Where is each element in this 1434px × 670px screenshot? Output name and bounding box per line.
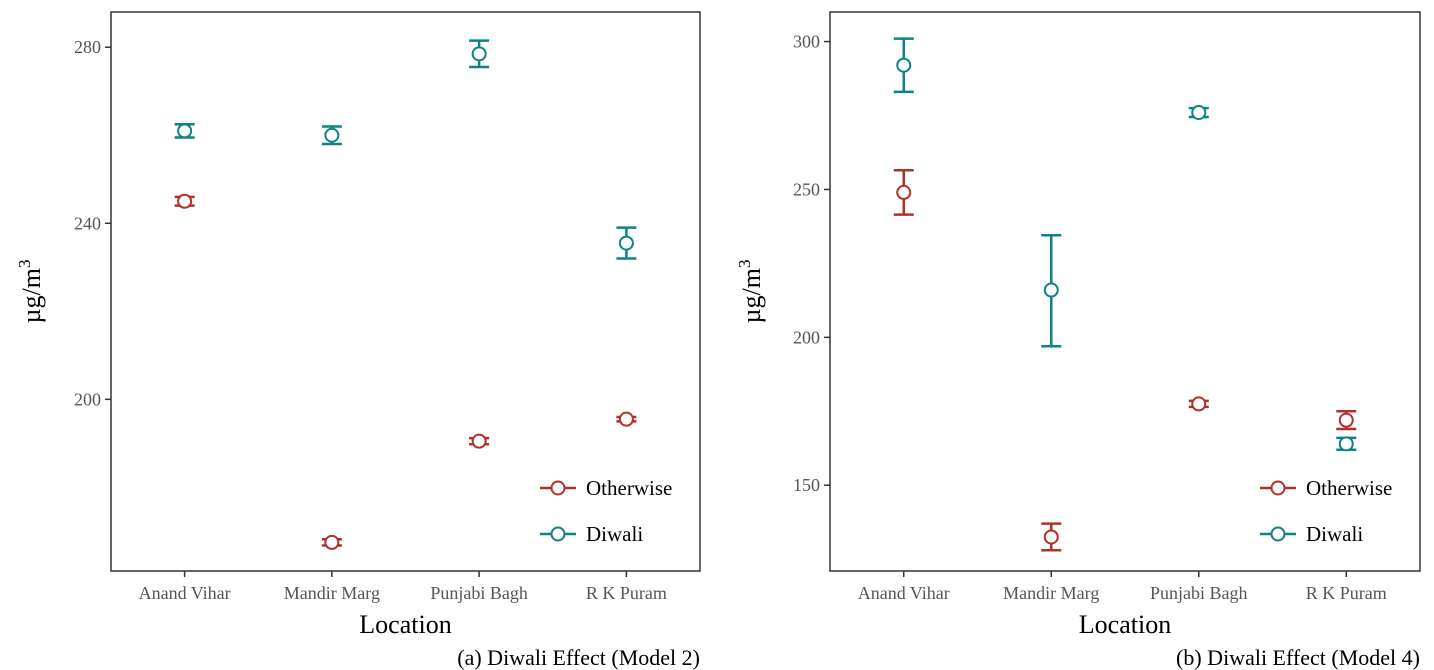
plot-frame (110, 11, 701, 572)
series-diwali (174, 39, 637, 260)
data-point (177, 193, 193, 209)
y-tick-label: 250 (793, 179, 820, 199)
series-diwali (893, 37, 1357, 452)
legend-label-otherwise: Otherwise (1306, 476, 1392, 500)
x-tick-label: Anand Vihar (858, 583, 950, 603)
x-tick-label: Punjabi Bagh (430, 583, 528, 603)
data-point (1191, 105, 1207, 121)
y-tick-label: 200 (74, 389, 101, 409)
y-axis-title-superscript: 3 (735, 260, 754, 269)
legend-key-marker (550, 480, 566, 496)
legend-label-otherwise: Otherwise (586, 476, 672, 500)
data-point (177, 123, 193, 139)
y-axis-title: µg/m3 (15, 260, 46, 324)
data-point (896, 57, 912, 73)
x-axis-title: Location (1079, 610, 1171, 639)
series-otherwise (893, 168, 1357, 552)
data-point (1191, 396, 1207, 412)
x-axis-title: Location (359, 610, 451, 639)
x-tick-label: R K Puram (586, 583, 667, 603)
x-tick-label: Mandir Marg (284, 583, 380, 603)
plot-frame (829, 11, 1421, 572)
data-point (618, 411, 634, 427)
y-tick-label: 150 (793, 475, 820, 495)
y-tick-label: 240 (74, 213, 101, 233)
legend-key-marker (550, 526, 566, 542)
x-tick-label: Punjabi Bagh (1150, 583, 1248, 603)
data-point (896, 184, 912, 200)
y-tick-label: 200 (793, 327, 820, 347)
data-point (1043, 529, 1059, 545)
figure-caption: (a) Diwali Effect (Model 2) (457, 645, 700, 670)
data-point (618, 235, 634, 251)
data-point (324, 127, 340, 143)
legend-label-diwali: Diwali (586, 522, 643, 546)
data-point (1043, 282, 1059, 298)
panel-a: 200 240 280 Anand Vihar Mandir Marg Punjabi B… (15, 11, 701, 670)
panel-b: 150 200 250 300 Anand Vihar Mandir Marg Punjab… (735, 11, 1421, 670)
x-tick-label: Anand Vihar (139, 583, 231, 603)
legend-key-marker (1270, 480, 1286, 496)
x-tick-label: R K Puram (1306, 583, 1387, 603)
y-axis-title-superscript: 3 (15, 260, 34, 269)
data-point (471, 433, 487, 449)
series-otherwise (174, 193, 637, 550)
figure-caption: (b) Diwali Effect (Model 4) (1176, 645, 1420, 670)
y-axis-title-text: µg/m (17, 268, 46, 323)
y-tick-label: 280 (74, 37, 101, 57)
data-point (1338, 436, 1354, 452)
legend-label-diwali: Diwali (1306, 522, 1363, 546)
legend-key-marker (1270, 526, 1286, 542)
legend: Otherwise Diwali (1260, 476, 1392, 546)
data-point (471, 46, 487, 62)
legend: Otherwise Diwali (540, 476, 672, 546)
y-axis-title-text: µg/m (737, 268, 766, 323)
x-tick-label: Mandir Marg (1003, 583, 1099, 603)
data-point (324, 534, 340, 550)
data-point (1338, 412, 1354, 428)
y-tick-label: 300 (793, 32, 820, 52)
y-axis-title: µg/m3 (735, 260, 766, 324)
